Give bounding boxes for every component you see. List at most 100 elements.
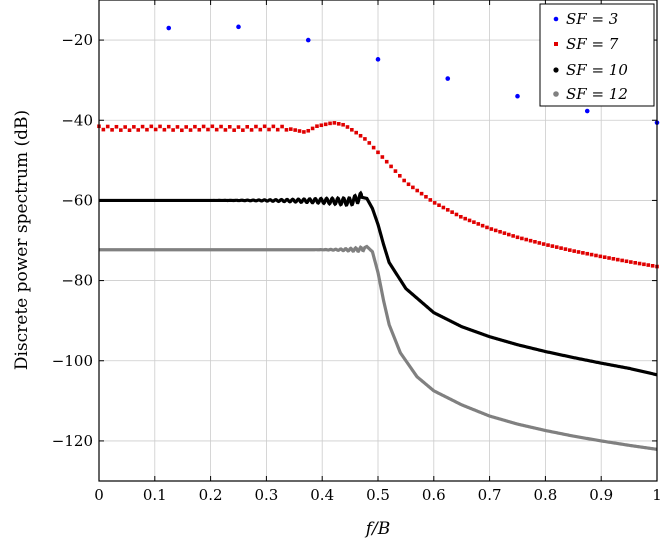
sf7-point [249,128,254,132]
sf7-point [476,222,481,226]
sf7-point [132,125,136,129]
sf7-point [123,125,127,129]
x-axis-label: f/B [364,519,391,539]
sf7-point [437,203,441,207]
sf7-point [376,150,380,155]
sf7-point [310,126,315,131]
sf7-point [319,123,324,128]
sf7-point [459,214,463,219]
sf7-point [267,127,271,132]
series-line-sf12 [99,244,657,451]
sf7-point [350,127,354,132]
sf7-point [650,264,655,268]
sf7-point [101,127,106,132]
x-tick-label-9: 0.9 [589,486,613,504]
legend-label-sf12: SF = 12 [566,85,628,103]
sf7-point [136,128,141,132]
x-tick-label-10: 1 [652,486,662,504]
sf7-point [214,127,219,132]
sf7-point [371,145,376,150]
sf7-point [171,128,175,132]
sf7-point [332,121,337,125]
sf7-point [498,229,502,234]
sf7-point [297,129,302,133]
sf7-point [524,237,529,242]
sf3-point-2 [305,37,311,43]
sf3-point-3 [375,57,381,62]
sf7-point [594,253,598,258]
sf7-point [241,128,245,132]
x-tick-label-5: 0.5 [366,486,390,504]
sf7-point [232,128,236,132]
sf7-point [262,124,267,129]
sf7-point [589,252,594,257]
sf7-point [637,261,642,266]
sf7-point [153,127,158,132]
sf7-point [554,245,559,249]
sf7-point [254,124,258,129]
sf7-point [201,124,206,129]
sf7-point [411,185,415,190]
sf7-point [646,263,651,267]
sf7-point [184,125,188,129]
sf7-point [284,128,289,132]
y-tick-label-0: −120 [52,432,93,450]
sf7-point [546,243,550,247]
sf7-point [175,125,180,129]
sf7-point [463,216,467,221]
sf7-point [485,225,489,230]
y-tick-label-1: −100 [52,352,93,370]
series-line-sf10 [99,190,657,377]
sf7-point [576,250,581,254]
sf7-point [602,255,607,259]
sf3-point-6 [584,108,590,114]
sf7-point [489,227,494,231]
legend-entry-sf12: SF = 12 [553,85,628,103]
y-tick-label-4: −40 [61,111,93,129]
sf7-point [271,124,276,129]
sf7-point [315,124,319,128]
sf7-point [245,125,250,129]
sf7-point [533,240,537,244]
legend-marker-sf12 [553,91,559,97]
sf7-point [642,262,646,267]
sf7-point [393,169,398,173]
sf7-point [358,133,363,138]
sf7-point [119,128,123,132]
sf3-point-1 [236,24,241,30]
sf7-point [428,198,433,202]
sf7-point [585,251,590,256]
legend-marker-sf7 [554,42,558,46]
sf7-point [450,210,454,214]
sf7-point [236,125,241,129]
sf7-point [432,201,437,205]
y-axis-label: Discrete power spectrum (dB) [12,110,32,370]
legend-label-sf7: SF = 7 [566,35,619,53]
sf7-point [550,244,555,248]
sf7-point [258,127,263,132]
sf7-point [367,141,372,145]
sf7-point [568,248,572,252]
sf7-point [467,218,472,223]
sf3-point-4 [445,76,451,81]
sf7-point [114,124,119,129]
legend-label-sf3: SF = 3 [566,10,618,28]
x-tick-label-6: 0.6 [422,486,446,504]
sf7-point [633,261,637,265]
sf7-point [441,205,446,210]
sf7-point [206,127,210,132]
sf7-point [105,124,110,129]
sf7-point [415,188,420,193]
x-tick-label-1: 0.1 [143,486,167,504]
sf7-point [493,228,498,233]
sf7-point [140,124,145,129]
sf7-point [363,137,367,141]
sf7-point [607,256,611,260]
sf7-point [454,212,459,217]
sf7-point [306,128,311,133]
sf7-point [611,257,616,261]
sf7-point [328,121,332,126]
sf7-point [520,236,524,241]
y-tick-label-5: −20 [61,31,93,49]
